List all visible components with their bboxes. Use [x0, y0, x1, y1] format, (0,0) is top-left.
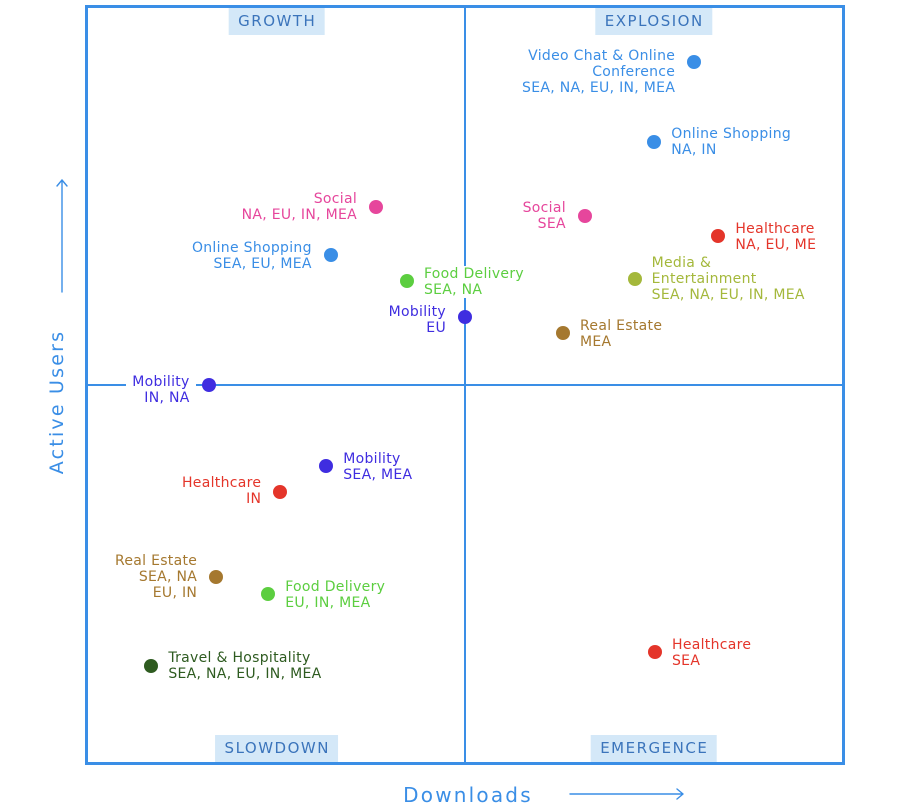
point-sector-text: Mobility	[132, 374, 190, 390]
healthcare-in-dot	[273, 485, 288, 500]
social-na-eu-in-mea-dot	[369, 200, 384, 215]
healthcare-in-label: Healthcare IN	[175, 475, 268, 508]
arrow-right-icon	[569, 788, 684, 800]
real-estate-mea-dot	[556, 325, 571, 340]
healthcare-sea-label: Healthcare SEA	[666, 636, 758, 669]
food-delivery-eu-in-mea-label: Food Delivery EU, IN, MEA	[279, 578, 392, 611]
real-estate-sea-na-eu-in-label: Real Estate SEA, NA EU, IN	[108, 553, 204, 602]
y-axis-label: Active Users	[46, 329, 68, 475]
point-regions-text: EU, IN	[152, 585, 198, 602]
real-estate-mea-label: Real Estate MEA	[574, 317, 669, 350]
point-sector-text: Food Delivery	[285, 578, 386, 595]
point-sector-text: Video Chat & Online	[528, 48, 676, 65]
data-points: Video Chat & Online Conference SEA, NA, EU…	[88, 8, 842, 762]
point-regions-text: EU, IN, MEA	[285, 594, 371, 611]
social-na-eu-in-mea-label: Social NA, EU, IN, MEA	[235, 191, 364, 224]
point-regions-text: SEA, NA	[138, 569, 198, 586]
point-regions-text: IN, NA	[144, 390, 190, 406]
mobility-in-na-dot	[201, 378, 216, 392]
online-shopping-na-in-label: Online Shopping NA, IN	[665, 126, 798, 159]
point-sector-text: Mobility	[388, 304, 446, 321]
mobility-eu-dot	[458, 310, 472, 325]
media-and-entertainment-sea-na-eu-in-mea-label: Media & Entertainment SEA, NA, EU, IN, MEA	[645, 254, 811, 303]
social-sea-dot	[577, 209, 592, 224]
mobility-sea-mea-dot	[319, 458, 334, 473]
travel-and-hospitality-sea-na-eu-in-mea-label: Travel & Hospitality SEA, NA, EU, IN, MEA	[162, 650, 328, 683]
healthcare-sea-dot	[648, 644, 662, 659]
point-sector-text: Media &	[651, 254, 712, 271]
quadrant-label-explosion: EXPLOSION	[594, 8, 713, 35]
point-sector-text: Healthcare	[181, 475, 262, 492]
point-sector-text: Healthcare	[672, 636, 752, 653]
social-sea-label: Social SEA	[516, 200, 572, 233]
food-delivery-sea-na-dot	[399, 273, 414, 288]
point-sector-text: Mobility	[343, 450, 401, 467]
quadrant-plot: GROWTH EXPLOSION SLOWDOWN EMERGENCE Vide…	[85, 5, 845, 765]
mobility-eu-label: Mobility EU	[382, 304, 452, 337]
point-sector-text: Conference	[592, 64, 676, 81]
point-regions-text: SEA	[672, 652, 701, 669]
healthcare-na-eu-me-label: Healthcare NA, EU, ME	[729, 220, 823, 253]
point-regions-text: SEA	[537, 216, 566, 233]
food-delivery-sea-na-label: Food Delivery SEA, NA	[417, 265, 530, 298]
point-sector-text: Real Estate	[580, 317, 663, 334]
point-regions-text: SEA, EU, MEA	[213, 256, 312, 273]
online-shopping-na-in-dot	[647, 135, 662, 150]
point-regions-text: SEA, MEA	[343, 466, 413, 483]
point-regions-text: IN	[246, 491, 262, 508]
point-sector-text: Online Shopping	[671, 126, 792, 143]
point-sector-text: Social	[522, 200, 566, 217]
point-sector-text: Real Estate	[114, 553, 198, 570]
point-regions-text: SEA, NA, EU, IN, MEA	[522, 80, 676, 97]
point-sector-text: Online Shopping	[191, 240, 312, 257]
point-regions-text: NA, IN	[671, 142, 717, 159]
video-chat-and-online-conference-sea-na-eu-in-mea-label: Video Chat & Online Conference SEA, NA, EU…	[516, 48, 682, 97]
video-chat-and-online-conference-sea-na-eu-in-mea-dot	[687, 55, 702, 70]
point-sector-text: Healthcare	[735, 220, 815, 237]
point-regions-text: NA, EU, IN, MEA	[241, 207, 358, 224]
horizontal-quadrant-divider	[88, 384, 842, 386]
media-and-entertainment-sea-na-eu-in-mea-dot	[627, 271, 642, 286]
point-sector-text: Food Delivery	[423, 265, 524, 282]
mobility-in-na-label: Mobility IN, NA	[126, 374, 196, 406]
point-regions-text: MEA	[580, 333, 612, 350]
point-sector-text: Entertainment	[651, 270, 757, 287]
point-sector-text: Travel & Hospitality	[168, 650, 311, 667]
point-sector-text: Social	[313, 191, 358, 208]
arrow-up-icon	[56, 179, 68, 293]
mobility-sea-mea-label: Mobility SEA, MEA	[337, 450, 419, 483]
food-delivery-eu-in-mea-dot	[261, 586, 276, 601]
online-shopping-sea-eu-mea-dot	[323, 248, 338, 263]
quadrant-label-slowdown: SLOWDOWN	[214, 735, 339, 762]
quadrant-label-emergence: EMERGENCE	[590, 735, 717, 762]
point-regions-text: NA, EU, ME	[735, 236, 817, 253]
online-shopping-sea-eu-mea-label: Online Shopping SEA, EU, MEA	[185, 240, 318, 273]
real-estate-sea-na-eu-in-dot	[209, 570, 224, 585]
x-axis-label: Downloads	[403, 783, 533, 807]
healthcare-na-eu-me-dot	[711, 228, 726, 243]
travel-and-hospitality-sea-na-eu-in-mea-dot	[144, 659, 159, 674]
point-regions-text: SEA, NA, EU, IN, MEA	[651, 286, 805, 303]
point-regions-text: SEA, NA, EU, IN, MEA	[168, 666, 322, 683]
quadrant-label-growth: GROWTH	[228, 8, 325, 35]
point-regions-text: EU	[426, 320, 446, 337]
point-regions-text: SEA, NA	[423, 281, 483, 298]
